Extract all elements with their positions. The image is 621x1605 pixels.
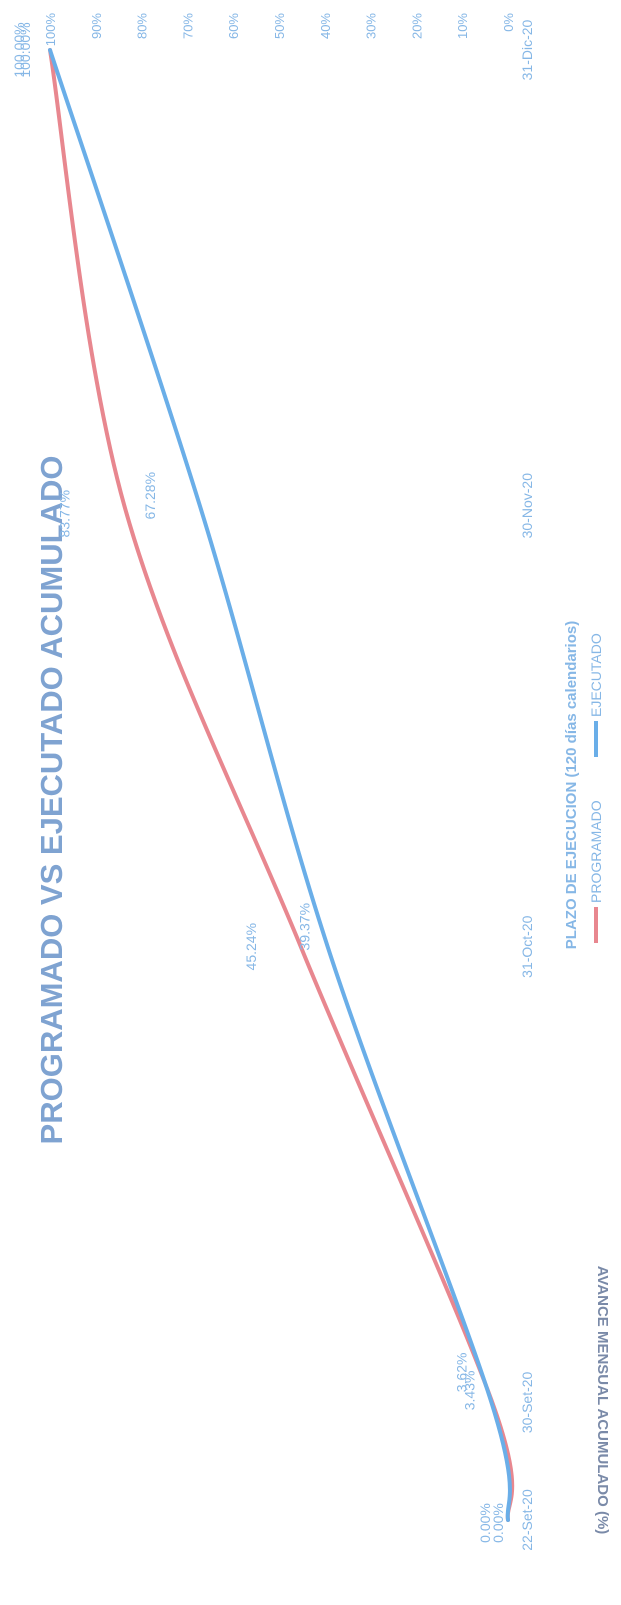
y-tick-label: 20% bbox=[409, 13, 424, 39]
y-ticks: 0% 10% 20% 30% 40% 50% 60% 70% 80% 90% 100% bbox=[43, 13, 516, 47]
chart-root: PROGRAMADO VS EJECUTADO ACUMULADO AVANCE… bbox=[11, 13, 611, 1551]
legend: PROGRAMADO EJECUTADO bbox=[588, 633, 604, 943]
x-tick-label: 31-Dic-20 bbox=[519, 19, 535, 80]
data-label: 3.43% bbox=[461, 1371, 477, 1411]
data-labels: 0.00% 3.43% 45.24% 83.77% 100.00% 0.00% 3.62% 3… bbox=[11, 22, 506, 1542]
data-label: 100.00% bbox=[11, 22, 27, 77]
data-label: 100.00% bbox=[17, 22, 33, 77]
x-tick-label: 30-Nov-20 bbox=[519, 473, 535, 539]
y-tick-label: 60% bbox=[226, 13, 241, 39]
chart-title: PROGRAMADO VS EJECUTADO ACUMULADO bbox=[34, 456, 69, 1145]
legend-label: EJECUTADO bbox=[588, 633, 604, 717]
data-label: 45.24% bbox=[243, 923, 259, 970]
y-tick-label: 40% bbox=[318, 13, 333, 39]
x-tick-label: 31-Oct-20 bbox=[519, 915, 535, 977]
x-ticks: 22-Set-20 30-Set-20 31-Oct-20 30-Nov-20 31-D… bbox=[519, 19, 535, 1550]
data-label: 83.77% bbox=[56, 490, 72, 537]
data-label: 67.28% bbox=[142, 472, 158, 519]
y-tick-label: 70% bbox=[180, 13, 195, 39]
x-tick-label: 30-Set-20 bbox=[519, 1371, 535, 1433]
x-axis-label: PLAZO DE EJECUCION (120 días calendarios… bbox=[563, 621, 580, 949]
y-tick-label: 50% bbox=[272, 13, 287, 39]
y-tick-label: 10% bbox=[455, 13, 470, 39]
data-label: 0.00% bbox=[477, 1503, 493, 1543]
y-tick-label: 100% bbox=[43, 13, 58, 47]
y-axis-label: AVANCE MENSUAL ACUMULADO (%) bbox=[594, 1266, 611, 1535]
x-tick-label: 22-Set-20 bbox=[519, 1489, 535, 1551]
data-label: 0.00% bbox=[490, 1503, 506, 1543]
y-tick-label: 90% bbox=[89, 13, 104, 39]
y-tick-label: 0% bbox=[501, 13, 516, 32]
series-lines bbox=[48, 48, 515, 1522]
y-tick-label: 30% bbox=[364, 13, 379, 39]
data-label: 3.62% bbox=[453, 1353, 469, 1393]
legend-label: PROGRAMADO bbox=[588, 800, 604, 903]
series-line-ejecutado bbox=[48, 48, 512, 1522]
y-tick-label: 80% bbox=[135, 13, 150, 39]
data-label: 39.37% bbox=[297, 903, 313, 950]
